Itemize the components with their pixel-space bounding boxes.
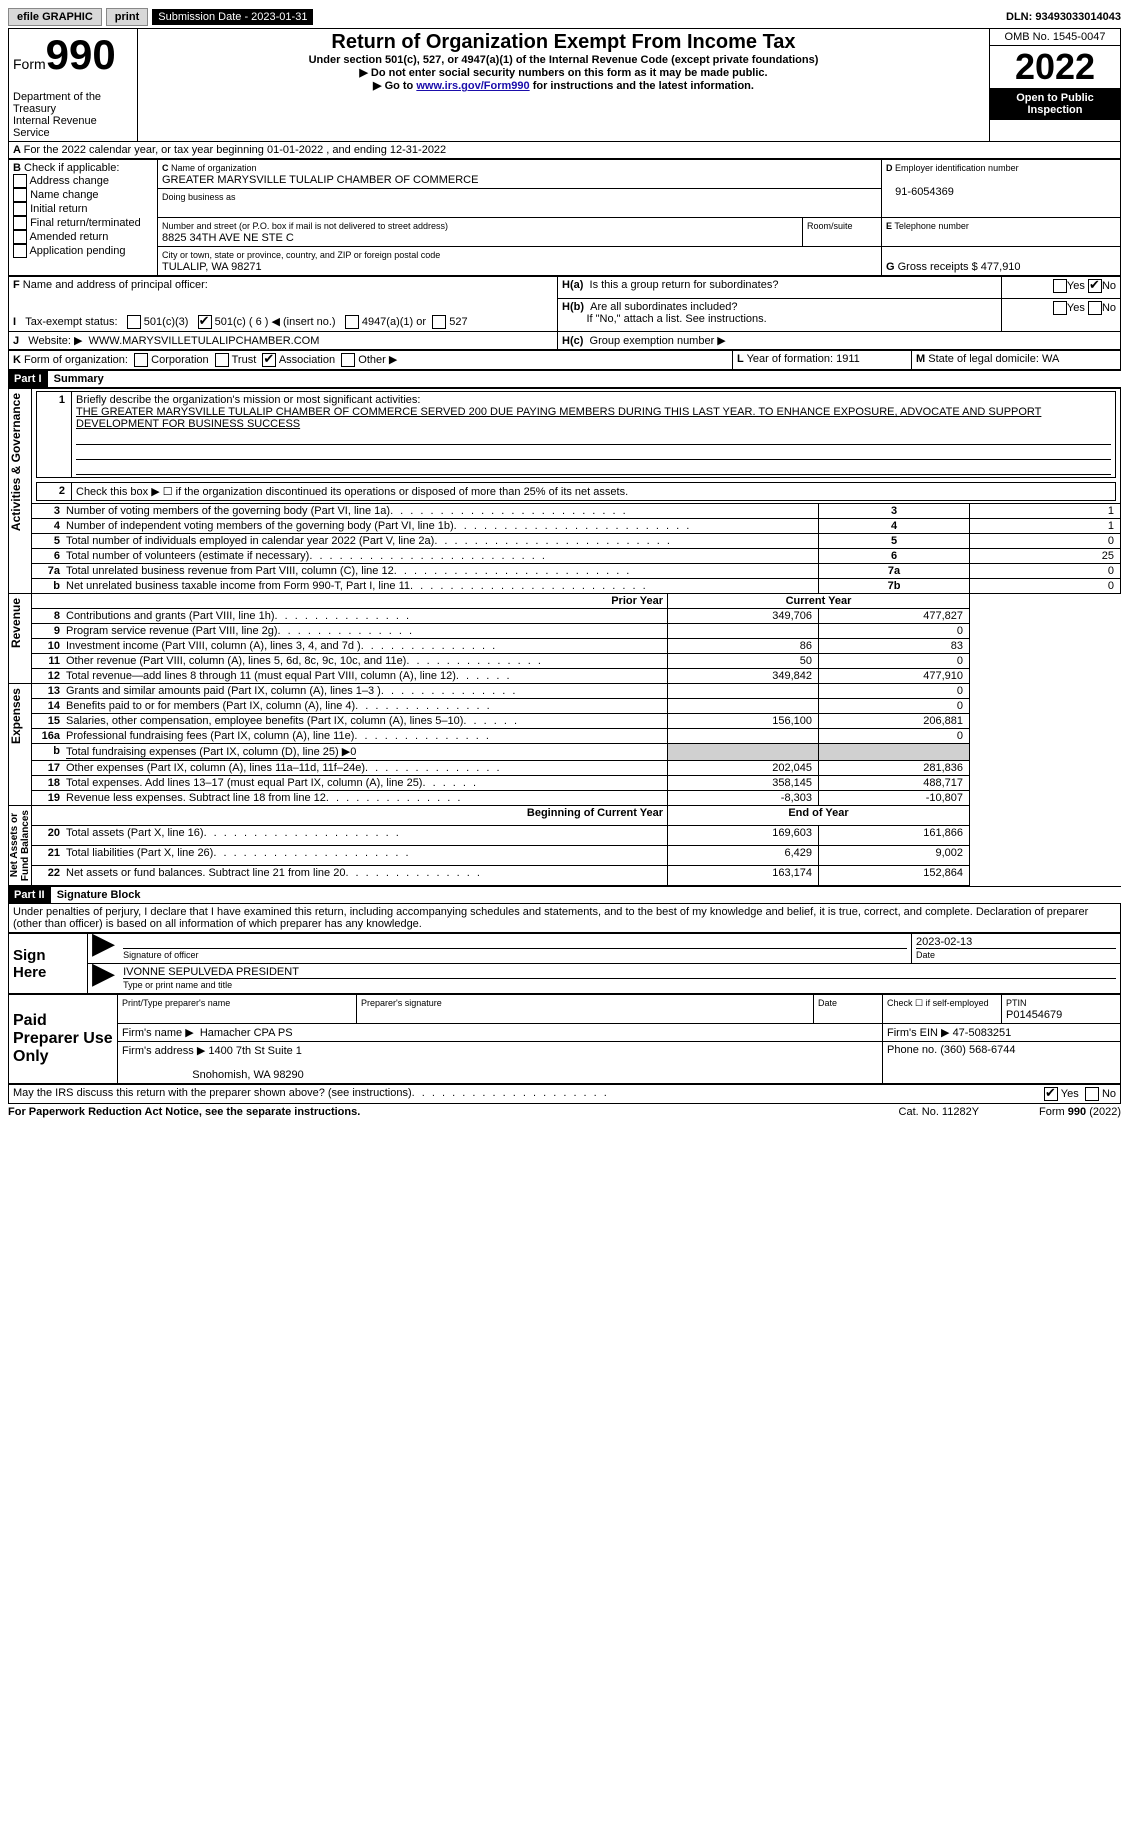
chk-ha-yes[interactable] <box>1053 279 1067 293</box>
website: WWW.MARYSVILLETULALIPCHAMBER.COM <box>89 335 320 347</box>
officer-name: IVONNE SEPULVEDA PRESIDENT <box>123 966 299 978</box>
entity-block: B Check if applicable: Address change Na… <box>8 159 1121 276</box>
chk-527[interactable] <box>432 315 446 329</box>
chk-501c3[interactable] <box>127 315 141 329</box>
pra-notice: For Paperwork Reduction Act Notice, see … <box>8 1106 360 1118</box>
subtitle-3: ▶ Go to www.irs.gov/Form990 for instruct… <box>142 79 985 92</box>
chk-corp[interactable] <box>134 353 148 367</box>
cat-no: Cat. No. 11282Y <box>899 1106 980 1118</box>
part2-header: Part II Signature Block <box>8 886 1121 904</box>
chk-501c[interactable] <box>198 315 212 329</box>
side-revenue: Revenue <box>9 594 23 652</box>
dln: DLN: 93493033014043 <box>1006 11 1121 23</box>
form-title: Return of Organization Exempt From Incom… <box>142 31 985 54</box>
part1-table: Activities & Governance 1 Briefly descri… <box>8 388 1121 886</box>
side-expenses: Expenses <box>9 684 23 748</box>
top-bar: efile GRAPHIC print Submission Date - 20… <box>8 8 1121 26</box>
form-number: 990 <box>46 31 116 78</box>
print-button[interactable]: print <box>106 8 148 26</box>
chk-ha-no[interactable] <box>1088 279 1102 293</box>
city-state-zip: TULALIP, WA 98271 <box>162 261 262 273</box>
header-block: Form990 Department of the Treasury Inter… <box>8 28 1121 142</box>
chk-assoc[interactable] <box>262 353 276 367</box>
dept-treasury: Department of the Treasury <box>13 91 101 115</box>
chk-initial-return[interactable] <box>13 202 27 216</box>
subtitle-1: Under section 501(c), 527, or 4947(a)(1)… <box>142 54 985 66</box>
irs-link[interactable]: www.irs.gov/Form990 <box>416 80 529 92</box>
ein: 91-6054369 <box>895 186 954 198</box>
chk-discuss-yes[interactable] <box>1044 1087 1058 1101</box>
irs-label: Internal Revenue Service <box>13 115 97 139</box>
street-address: 8825 34TH AVE NE STE C <box>162 232 294 244</box>
preparer-block: Paid Preparer Use Only Print/Type prepar… <box>8 994 1121 1084</box>
chk-hb-no[interactable] <box>1088 301 1102 315</box>
side-net-assets: Net Assets or Fund Balances <box>9 806 31 885</box>
chk-discuss-no[interactable] <box>1085 1087 1099 1101</box>
chk-amended[interactable] <box>13 230 27 244</box>
open-public: Open to Public Inspection <box>990 88 1120 120</box>
part1-header: Part I Summary <box>8 370 1121 388</box>
chk-app-pending[interactable] <box>13 244 27 258</box>
subtitle-2: ▶ Do not enter social security numbers o… <box>142 66 985 79</box>
side-activities: Activities & Governance <box>9 389 23 535</box>
chk-hb-yes[interactable] <box>1053 301 1067 315</box>
chk-address-change[interactable] <box>13 174 27 188</box>
sign-date: 2023-02-13 <box>916 936 972 948</box>
form-label: Form <box>13 56 46 72</box>
chk-final-return[interactable] <box>13 216 27 230</box>
firm-addr2: Snohomish, WA 98290 <box>192 1069 304 1081</box>
org-name: GREATER MARYSVILLE TULALIP CHAMBER OF CO… <box>162 174 478 186</box>
chk-4947[interactable] <box>345 315 359 329</box>
mission: THE GREATER MARYSVILLE TULALIP CHAMBER O… <box>76 406 1041 430</box>
omb-number: OMB No. 1545-0047 <box>990 29 1120 46</box>
footer-block: May the IRS discuss this return with the… <box>8 1084 1121 1104</box>
firm-ein: 47-5083251 <box>953 1027 1012 1039</box>
fhi-block: F Name and address of principal officer:… <box>8 276 1121 350</box>
sign-arrow-icon: ▶ <box>92 927 115 960</box>
year-formation: 1911 <box>836 353 860 365</box>
chk-other[interactable] <box>341 353 355 367</box>
efile-button[interactable]: efile GRAPHIC <box>8 8 102 26</box>
chk-trust[interactable] <box>215 353 229 367</box>
gross-receipts: 477,910 <box>981 261 1021 273</box>
sign-block: Sign Here ▶ Signature of officer 2023-02… <box>8 933 1121 994</box>
state-domicile: WA <box>1042 353 1059 365</box>
firm-name: Hamacher CPA PS <box>200 1027 293 1039</box>
submission-date: Submission Date - 2023-01-31 <box>152 9 313 25</box>
firm-addr1: 1400 7th St Suite 1 <box>208 1045 302 1057</box>
klm-block: K Form of organization: Corporation Trus… <box>8 350 1121 370</box>
penalty-statement: Under penalties of perjury, I declare th… <box>8 904 1121 933</box>
chk-name-change[interactable] <box>13 188 27 202</box>
tax-year: 2022 <box>990 46 1120 88</box>
firm-phone: (360) 568-6744 <box>940 1044 1015 1056</box>
ptin: P01454679 <box>1006 1009 1062 1021</box>
sign-arrow-icon: ▶ <box>92 957 115 990</box>
line-a: A For the 2022 calendar year, or tax yea… <box>8 142 1121 159</box>
form-footer: Form 990 (2022) <box>1039 1106 1121 1118</box>
